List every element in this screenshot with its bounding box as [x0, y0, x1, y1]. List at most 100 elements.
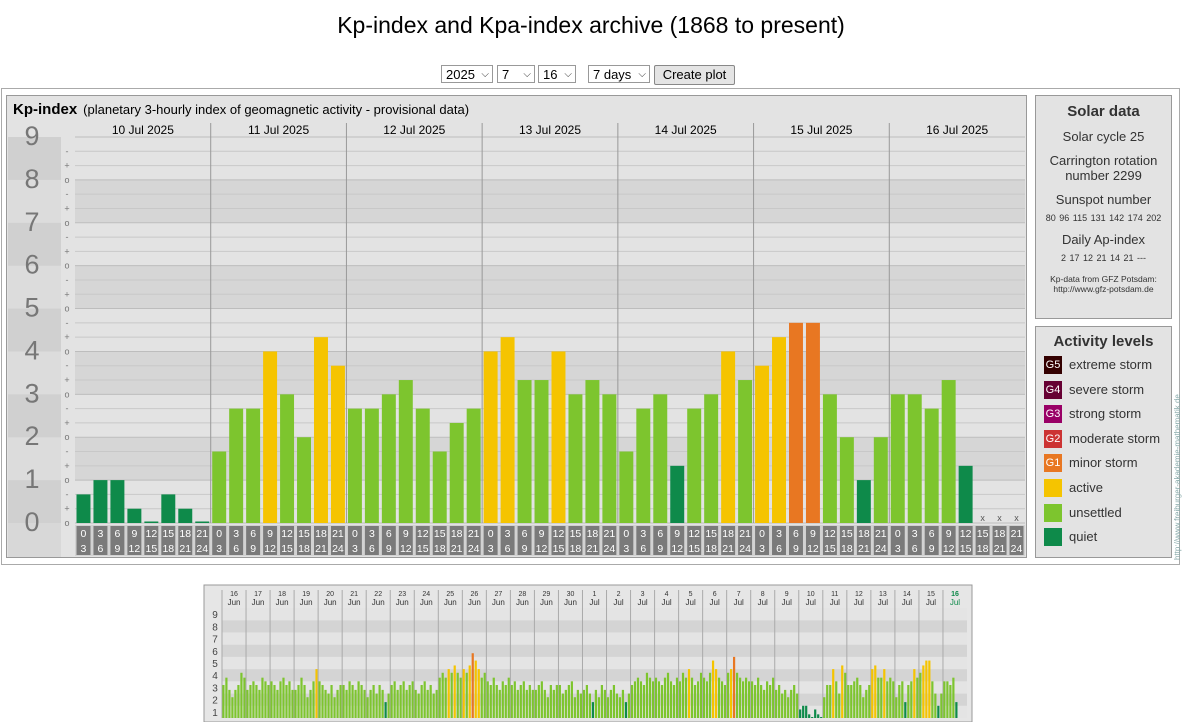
hour-box	[364, 526, 379, 555]
overview-bar	[660, 685, 664, 718]
day-select[interactable]: 16 ⌵	[538, 65, 576, 83]
overview-bar	[444, 677, 447, 718]
overview-bar	[741, 681, 745, 718]
overview-bar	[522, 681, 525, 718]
solar-cycle: Solar cycle 25	[1062, 129, 1145, 144]
chevron-down-icon: ⌵	[638, 69, 646, 80]
overview-bar	[315, 669, 318, 718]
overview-bar	[600, 685, 604, 718]
overview-month-label: Jun	[300, 598, 313, 607]
overview-bar	[841, 665, 844, 718]
overview-bar	[474, 660, 477, 718]
hour-box	[263, 526, 278, 555]
overview-bar	[285, 685, 288, 718]
overview-y-label: 3	[212, 683, 218, 694]
y-subtick-label: o	[64, 346, 69, 356]
hour-start-label: 18	[994, 528, 1006, 540]
y-axis-band	[8, 437, 61, 481]
hour-end-label: 9	[114, 543, 120, 555]
overview-day-label: 9	[785, 591, 789, 598]
overview-bar	[429, 685, 432, 718]
overview-bar	[603, 689, 607, 718]
overview-day-label: 8	[761, 591, 765, 598]
y-subtick-label: o	[64, 304, 69, 314]
overview-bar	[291, 689, 294, 718]
y-axis-band	[8, 137, 61, 180]
y-tick-label: 7	[24, 207, 39, 237]
create-plot-button[interactable]: Create plot	[654, 65, 735, 85]
overview-month-label: Jul	[734, 598, 744, 607]
activity-level-active: active	[1036, 477, 1171, 502]
overview-bar	[516, 689, 519, 718]
overview-day-label: 18	[278, 591, 286, 598]
overview-day-label: 6	[713, 591, 717, 598]
source-link[interactable]: http://www.gfz-potsdam.de	[1053, 284, 1154, 294]
hour-box	[212, 526, 227, 555]
hour-end-label: 21	[858, 543, 870, 555]
overview-bar	[498, 689, 501, 718]
overview-y-label: 8	[212, 622, 218, 633]
overview-bar	[585, 685, 588, 718]
overview-grid-band	[222, 632, 967, 645]
overview-bar	[760, 685, 763, 718]
level-swatch	[1044, 528, 1062, 547]
year-select[interactable]: 2025 ⌵	[441, 65, 493, 83]
hour-end-label: 12	[264, 543, 276, 555]
hour-end-label: 6	[776, 543, 782, 555]
hour-start-label: 12	[417, 528, 429, 540]
overview-bar	[666, 672, 670, 718]
y-tick-label: 6	[24, 250, 39, 280]
overview-month-label: Jul	[686, 598, 696, 607]
hour-start-label: 3	[98, 528, 104, 540]
overview-bar	[528, 685, 531, 718]
kp-bar	[500, 337, 515, 523]
overview-bar	[612, 685, 616, 718]
hour-end-label: 21	[315, 543, 327, 555]
overview-bar	[769, 685, 772, 718]
overview-day-label: 26	[470, 591, 478, 598]
overview-bar	[225, 677, 228, 718]
overview-bar	[675, 677, 679, 718]
overview-bar	[414, 689, 417, 718]
overview-bar	[249, 685, 252, 718]
month-select[interactable]: 7 ⌵	[497, 65, 535, 83]
overview-bar	[594, 689, 598, 718]
overview-bar	[570, 681, 573, 718]
overview-bar	[627, 693, 631, 718]
overview-day-label: 3	[641, 591, 645, 598]
hour-start-label: 15	[162, 528, 174, 540]
overview-bar	[279, 681, 282, 718]
kp-bar	[755, 365, 770, 523]
overview-bar	[934, 693, 937, 718]
kp-bar	[585, 380, 600, 523]
overview-bar	[252, 681, 255, 718]
level-swatch	[1044, 503, 1062, 522]
overview-bar	[766, 681, 769, 718]
level-swatch: G3	[1044, 405, 1062, 424]
overview-bar	[814, 709, 817, 718]
span-select[interactable]: 7 days ⌵	[588, 65, 650, 83]
y-subtick-label: +	[64, 246, 69, 256]
overview-bar	[898, 685, 901, 718]
hour-start-label: 0	[81, 528, 87, 540]
y-subtick-label: o	[64, 218, 69, 228]
kp-bar	[432, 451, 447, 523]
overview-month-label: Jun	[228, 598, 241, 607]
overview-bar	[862, 697, 865, 718]
overview-bar	[597, 697, 601, 718]
overview-bar	[408, 685, 411, 718]
y-subtick-label: +	[64, 504, 69, 514]
overview-month-label: Jul	[613, 598, 623, 607]
hour-box	[619, 526, 634, 555]
y-subtick-label: -	[66, 318, 69, 328]
overview-bar	[735, 672, 739, 718]
overview-bar	[886, 681, 889, 718]
overview-bar	[678, 681, 682, 718]
overview-day-label: 23	[398, 591, 406, 598]
y-subtick-label: +	[64, 332, 69, 342]
hour-start-label: 6	[657, 528, 663, 540]
hour-box	[110, 526, 125, 555]
hour-box	[992, 526, 1007, 555]
kp-bar	[721, 351, 736, 523]
hour-box	[721, 526, 736, 555]
